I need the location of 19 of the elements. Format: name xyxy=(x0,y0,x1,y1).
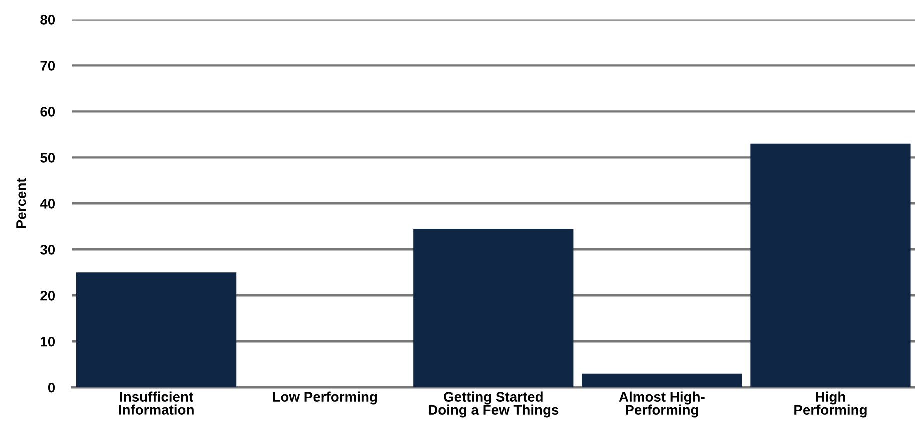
y-tick-label: 0 xyxy=(48,382,56,393)
bar xyxy=(76,272,237,388)
y-tick-label: 30 xyxy=(40,244,56,255)
x-tick-label: High Performing xyxy=(794,392,867,418)
y-axis-title: Percent xyxy=(16,178,26,228)
y-tick-label: 10 xyxy=(41,336,56,347)
x-tick-label: Low Performing xyxy=(273,392,378,405)
y-tick-label: 40 xyxy=(40,199,56,209)
x-tick-label: Getting Started Doing a Few Things xyxy=(428,392,559,418)
y-tick-label: 60 xyxy=(40,107,56,117)
y-tick-label: 70 xyxy=(40,61,56,71)
bar xyxy=(582,374,742,388)
bar xyxy=(750,144,911,388)
bar xyxy=(414,228,574,388)
y-tick-label: 80 xyxy=(40,15,56,25)
y-tick-label: 20 xyxy=(40,290,56,301)
y-tick-label: 50 xyxy=(40,153,56,163)
x-tick-label: Insufficient Information xyxy=(119,392,194,415)
x-tick-label: Almost High- Performing xyxy=(619,392,705,418)
